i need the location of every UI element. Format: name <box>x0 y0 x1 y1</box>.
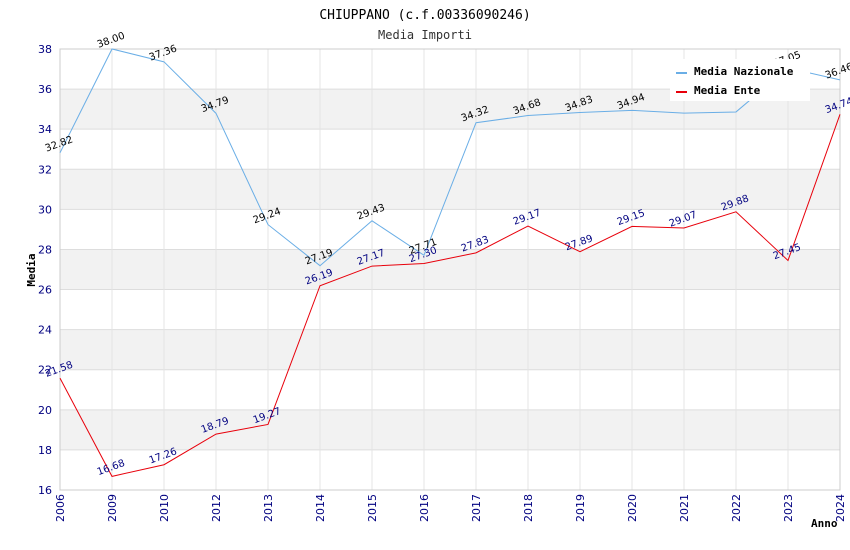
y-tick-label: 18 <box>38 444 52 457</box>
y-tick-label: 34 <box>38 123 52 136</box>
series-line-media-nazionale <box>59 48 841 267</box>
data-label: 29.17 <box>512 208 543 228</box>
legend-box <box>670 59 810 101</box>
y-tick-label: 30 <box>38 203 52 216</box>
y-tick-label: 28 <box>38 243 52 256</box>
x-tick-label: 2009 <box>106 494 119 522</box>
x-tick-label: 2021 <box>678 494 691 522</box>
x-tick-label: 2016 <box>418 494 431 522</box>
y-tick-label: 20 <box>38 404 52 417</box>
y-tick-label: 36 <box>38 83 52 96</box>
y-tick-label: 38 <box>38 43 52 56</box>
x-tick-label: 2022 <box>730 494 743 522</box>
y-tick-label: 32 <box>38 163 52 176</box>
data-label: 38.00 <box>96 31 127 51</box>
legend-label: Media Ente <box>694 84 761 97</box>
grid-band <box>60 409 840 450</box>
y-tick-label: 24 <box>38 324 52 337</box>
data-label: 32.82 <box>44 134 75 154</box>
y-tick-label: 22 <box>38 364 52 377</box>
x-tick-label: 2023 <box>782 494 795 522</box>
data-label: 29.15 <box>616 208 647 228</box>
x-tick-label: 2013 <box>262 494 275 522</box>
x-tick-label: 2020 <box>626 494 639 522</box>
y-tick-label: 26 <box>38 284 52 297</box>
data-label: 29.07 <box>668 210 699 230</box>
chart-subtitle: Media Importi <box>378 28 472 42</box>
x-tick-label: 2018 <box>522 494 535 522</box>
x-tick-label: 2015 <box>366 494 379 522</box>
data-label: 36.46 <box>824 61 850 81</box>
x-tick-label: 2019 <box>574 494 587 522</box>
plot-frame <box>59 48 841 491</box>
legend-label: Media Nazionale <box>694 65 794 78</box>
grid-band <box>60 249 840 290</box>
data-label: 37.36 <box>148 43 179 63</box>
x-tick-label: 2012 <box>210 494 223 522</box>
y-axis-label: Media <box>25 253 38 286</box>
x-tick-label: 2006 <box>54 494 67 522</box>
x-axis-label: Anno <box>811 517 838 530</box>
x-tick-label: 2010 <box>158 494 171 522</box>
x-tick-label: 2017 <box>470 494 483 522</box>
series-line-media-ente <box>59 114 841 477</box>
y-tick-label: 16 <box>38 484 52 497</box>
chart-title: CHIUPPANO (c.f.00336090246) <box>319 8 530 23</box>
x-tick-label: 2024 <box>834 494 847 522</box>
legend: Media Nazionale Media Ente <box>670 59 810 101</box>
grid-band <box>60 329 840 370</box>
x-tick-label: 2014 <box>314 494 327 522</box>
